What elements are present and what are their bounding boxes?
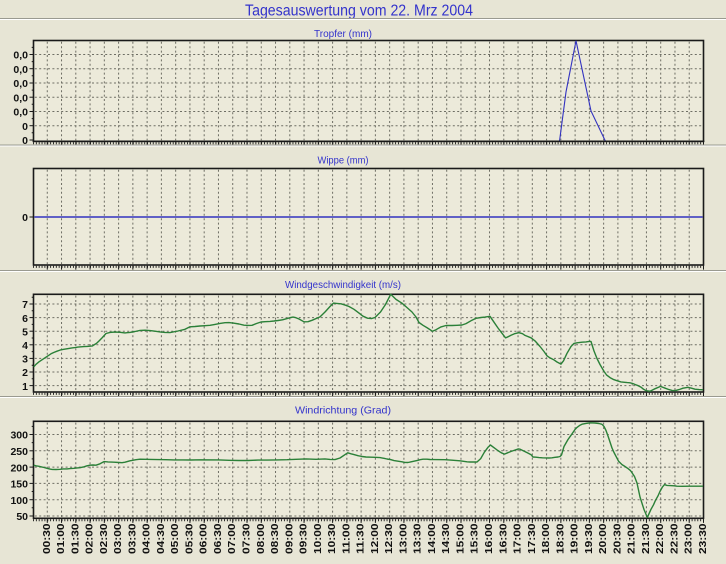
svg-text:7: 7: [22, 299, 28, 311]
svg-text:2: 2: [22, 367, 28, 379]
svg-text:18:30: 18:30: [554, 523, 566, 554]
svg-text:Tropfer (mm): Tropfer (mm): [314, 28, 372, 40]
svg-text:17:00: 17:00: [512, 523, 524, 554]
svg-text:20:30: 20:30: [611, 523, 623, 554]
svg-text:01:00: 01:00: [55, 523, 67, 554]
svg-text:06:30: 06:30: [212, 523, 224, 554]
svg-text:18:00: 18:00: [540, 523, 552, 554]
svg-text:07:00: 07:00: [226, 523, 238, 554]
svg-text:3: 3: [22, 354, 28, 366]
svg-text:16:30: 16:30: [497, 523, 509, 554]
svg-text:0: 0: [22, 121, 28, 133]
svg-text:20:00: 20:00: [597, 523, 609, 554]
svg-text:09:30: 09:30: [298, 523, 310, 554]
svg-text:0,0: 0,0: [13, 64, 28, 76]
svg-text:05:30: 05:30: [183, 523, 195, 554]
svg-text:12:30: 12:30: [383, 523, 395, 554]
svg-text:0,0: 0,0: [13, 92, 28, 104]
svg-text:4: 4: [22, 340, 28, 352]
svg-text:01:30: 01:30: [69, 523, 81, 554]
svg-text:13:00: 13:00: [397, 523, 409, 554]
svg-text:23:00: 23:00: [683, 523, 695, 554]
svg-text:150: 150: [10, 479, 28, 491]
svg-text:300: 300: [10, 430, 28, 442]
svg-text:21:30: 21:30: [640, 523, 652, 554]
svg-text:03:30: 03:30: [126, 523, 138, 554]
svg-text:11:00: 11:00: [340, 523, 352, 554]
svg-text:Windrichtung (Grad): Windrichtung (Grad): [295, 405, 391, 417]
svg-text:00:30: 00:30: [41, 523, 53, 554]
svg-text:0,0: 0,0: [13, 107, 28, 119]
svg-text:0,0: 0,0: [13, 78, 28, 90]
svg-text:14:30: 14:30: [440, 523, 452, 554]
svg-text:15:30: 15:30: [469, 523, 481, 554]
svg-text:13:30: 13:30: [412, 523, 424, 554]
svg-text:1: 1: [22, 381, 28, 393]
svg-text:08:30: 08:30: [269, 523, 281, 554]
svg-text:5: 5: [22, 326, 28, 338]
svg-text:Wippe (mm): Wippe (mm): [318, 155, 369, 167]
svg-text:Tagesauswertung vom 22. Mrz 20: Tagesauswertung vom 22. Mrz 2004: [245, 3, 473, 20]
svg-text:04:00: 04:00: [141, 523, 153, 554]
svg-text:11:30: 11:30: [355, 523, 367, 554]
svg-text:15:00: 15:00: [454, 523, 466, 554]
svg-text:02:00: 02:00: [84, 523, 96, 554]
svg-text:17:30: 17:30: [526, 523, 538, 554]
svg-text:05:00: 05:00: [169, 523, 181, 554]
svg-text:22:30: 22:30: [668, 523, 680, 554]
svg-text:06:00: 06:00: [198, 523, 210, 554]
svg-text:14:00: 14:00: [426, 523, 438, 554]
svg-text:08:00: 08:00: [255, 523, 267, 554]
svg-text:0: 0: [22, 212, 28, 224]
svg-text:6: 6: [22, 313, 28, 325]
svg-text:0,0: 0,0: [13, 50, 28, 62]
svg-text:0: 0: [22, 135, 28, 147]
svg-text:16:00: 16:00: [483, 523, 495, 554]
svg-text:50: 50: [16, 511, 28, 523]
svg-text:07:30: 07:30: [240, 523, 252, 554]
svg-text:03:00: 03:00: [112, 523, 124, 554]
svg-text:250: 250: [10, 446, 28, 458]
svg-text:200: 200: [10, 462, 28, 474]
svg-text:22:00: 22:00: [654, 523, 666, 554]
svg-text:23:30: 23:30: [697, 523, 709, 554]
svg-text:04:30: 04:30: [155, 523, 167, 554]
svg-text:02:30: 02:30: [98, 523, 110, 554]
svg-text:Windgeschwindigkeit (m/s): Windgeschwindigkeit (m/s): [285, 279, 401, 291]
svg-text:09:00: 09:00: [283, 523, 295, 554]
svg-text:12:00: 12:00: [369, 523, 381, 554]
svg-text:10:30: 10:30: [326, 523, 338, 554]
svg-text:10:00: 10:00: [312, 523, 324, 554]
svg-text:21:00: 21:00: [626, 523, 638, 554]
svg-text:100: 100: [10, 495, 28, 507]
svg-text:19:00: 19:00: [569, 523, 581, 554]
svg-text:19:30: 19:30: [583, 523, 595, 554]
